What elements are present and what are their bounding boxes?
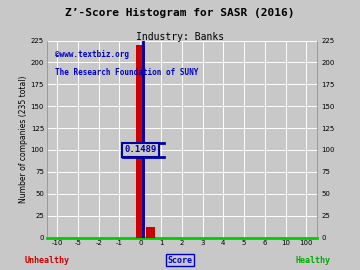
Text: The Research Foundation of SUNY: The Research Foundation of SUNY: [55, 68, 198, 77]
Text: Z’-Score Histogram for SASR (2016): Z’-Score Histogram for SASR (2016): [65, 8, 295, 18]
Text: Score: Score: [167, 256, 193, 265]
Bar: [136, 45, 145, 238]
Y-axis label: Number of companies (235 total): Number of companies (235 total): [19, 75, 28, 203]
Text: Industry: Banks: Industry: Banks: [136, 32, 224, 42]
Text: 0.1489: 0.1489: [124, 146, 156, 154]
Text: Unhealthy: Unhealthy: [24, 256, 69, 265]
Text: Healthy: Healthy: [296, 256, 331, 265]
Text: ©www.textbiz.org: ©www.textbiz.org: [55, 50, 129, 59]
Bar: [146, 227, 155, 238]
